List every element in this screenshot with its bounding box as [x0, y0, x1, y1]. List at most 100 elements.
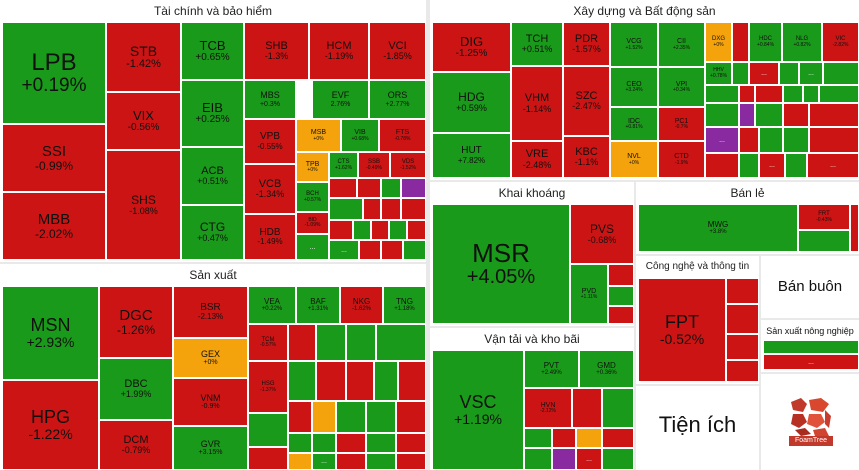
- small-stock-tile[interactable]: [726, 304, 759, 334]
- small-stock-tile[interactable]: [705, 85, 739, 103]
- small-stock-tile[interactable]: [336, 433, 366, 453]
- tile-vhm[interactable]: VHM -1.14%: [511, 66, 563, 141]
- tile-mbs[interactable]: MBS +0.3%: [244, 80, 296, 119]
- small-stock-tile[interactable]: [403, 240, 426, 260]
- small-stock-tile[interactable]: [552, 428, 576, 448]
- tile-ctd[interactable]: CTD -1.9%: [658, 141, 705, 178]
- small-stock-tile[interactable]: [739, 127, 759, 153]
- tile-frt[interactable]: FRT -0.43%: [798, 204, 850, 230]
- small-stock-tile[interactable]: [329, 220, 353, 240]
- tile-nvl[interactable]: NVL +0%: [610, 141, 658, 178]
- small-stock-tile[interactable]: [726, 360, 759, 382]
- small-stock-tile[interactable]: [572, 388, 602, 428]
- small-stock-tile[interactable]: [381, 198, 401, 220]
- tile-bsr[interactable]: BSR -2.13%: [173, 286, 248, 338]
- tile-dxg[interactable]: DXG +0%: [705, 22, 732, 62]
- small-stock-tile[interactable]: [359, 240, 381, 260]
- tile-hhv[interactable]: HHV +0.78%: [705, 62, 732, 85]
- tile-nkg[interactable]: NKG -1.62%: [340, 286, 383, 324]
- tile-ssb[interactable]: SSB -0.49%: [358, 152, 390, 178]
- small-stock-tile[interactable]: [316, 361, 346, 401]
- small-stock-tile[interactable]: [608, 306, 634, 324]
- tile-vpb[interactable]: VPB -0.55%: [244, 119, 296, 164]
- small-stock-tile[interactable]: [823, 62, 859, 85]
- small-stock-tile[interactable]: [576, 428, 602, 448]
- small-stock-tile[interactable]: [783, 127, 809, 153]
- tile-pvt[interactable]: PVT +2.49%: [524, 350, 579, 388]
- tile-cii[interactable]: CII +2.35%: [658, 22, 705, 67]
- small-stock-tile[interactable]: [401, 198, 426, 220]
- small-stock-tile[interactable]: [809, 127, 859, 153]
- small-stock-tile[interactable]: [288, 401, 312, 433]
- small-stock-tile[interactable]: ...: [296, 234, 329, 260]
- small-stock-tile[interactable]: [783, 85, 803, 103]
- small-stock-tile[interactable]: [726, 334, 759, 360]
- small-stock-tile[interactable]: [809, 103, 859, 127]
- tile-fpt[interactable]: FPT -0.52%: [638, 278, 726, 382]
- small-stock-tile[interactable]: ...: [576, 448, 602, 470]
- small-stock-tile[interactable]: [732, 62, 749, 85]
- tile-dbc[interactable]: DBC +1.99%: [99, 358, 173, 420]
- small-stock-tile[interactable]: [705, 103, 739, 127]
- tile-kbc[interactable]: KBC -1.1%: [563, 136, 610, 178]
- tile-vre[interactable]: VRE -2.48%: [511, 141, 563, 178]
- tile-vsc[interactable]: VSC +1.19%: [432, 350, 524, 470]
- small-stock-tile[interactable]: ...: [329, 240, 359, 260]
- small-stock-tile[interactable]: [763, 340, 859, 354]
- small-stock-tile[interactable]: ...: [749, 62, 779, 85]
- tile-vic[interactable]: VIC -2.82%: [822, 22, 859, 62]
- small-stock-tile[interactable]: [396, 401, 426, 433]
- small-stock-tile[interactable]: [739, 103, 755, 127]
- tile-hut[interactable]: HUT +7.82%: [432, 133, 511, 178]
- small-stock-tile[interactable]: [739, 85, 755, 103]
- small-stock-tile[interactable]: [759, 127, 783, 153]
- tile-gex[interactable]: GEX +0%: [173, 338, 248, 378]
- small-stock-tile[interactable]: [336, 453, 366, 470]
- tile-vcg[interactable]: VCG +1.52%: [610, 22, 658, 67]
- small-stock-tile[interactable]: [401, 178, 426, 198]
- small-stock-tile[interactable]: [374, 361, 398, 401]
- tile-tcm[interactable]: TCM -0.57%: [248, 324, 288, 361]
- tile-stb[interactable]: STB -1.42%: [106, 22, 181, 92]
- small-stock-tile[interactable]: [288, 433, 312, 453]
- tile-bch[interactable]: BCH +0.57%: [296, 182, 329, 212]
- small-stock-tile[interactable]: [608, 286, 634, 306]
- tile-hcm[interactable]: HCM -1.19%: [309, 22, 369, 80]
- small-stock-tile[interactable]: [366, 433, 396, 453]
- tile-vcb[interactable]: VCB -1.34%: [244, 164, 296, 214]
- small-stock-tile[interactable]: ...: [763, 354, 859, 370]
- tile-ctg[interactable]: CTG +0.47%: [181, 205, 244, 260]
- tile-vix[interactable]: VIX -0.56%: [106, 92, 181, 150]
- small-stock-tile[interactable]: [396, 453, 426, 470]
- small-stock-tile[interactable]: [346, 361, 374, 401]
- small-stock-tile[interactable]: [407, 220, 426, 240]
- tile-vpi[interactable]: VPI +0.34%: [658, 67, 705, 107]
- small-stock-tile[interactable]: [798, 230, 850, 252]
- small-stock-tile[interactable]: [346, 324, 376, 361]
- tile-vci[interactable]: VCI -1.85%: [369, 22, 426, 80]
- tile-msn[interactable]: MSN +2.93%: [2, 286, 99, 380]
- small-stock-tile[interactable]: [602, 428, 634, 448]
- small-stock-tile[interactable]: [785, 153, 807, 178]
- small-stock-tile[interactable]: [602, 388, 634, 428]
- tile-fts[interactable]: FTS -0.78%: [379, 119, 426, 152]
- small-stock-tile[interactable]: [353, 220, 371, 240]
- tile-cts[interactable]: CTS +1.62%: [329, 152, 358, 178]
- small-stock-tile[interactable]: [363, 198, 381, 220]
- small-stock-tile[interactable]: [396, 433, 426, 453]
- tile-pvd[interactable]: PVD +1.11%: [570, 264, 608, 324]
- tile-szc[interactable]: SZC -2.47%: [563, 66, 610, 136]
- small-stock-tile[interactable]: [398, 361, 426, 401]
- small-stock-tile[interactable]: [608, 264, 634, 286]
- small-stock-tile[interactable]: [389, 220, 407, 240]
- small-stock-tile[interactable]: [288, 324, 316, 361]
- small-stock-tile[interactable]: [783, 103, 809, 127]
- small-stock-tile[interactable]: [602, 448, 634, 470]
- small-stock-tile[interactable]: [381, 178, 401, 198]
- tile-tch[interactable]: TCH +0.51%: [511, 22, 563, 66]
- tile-vea[interactable]: VEA +0.22%: [248, 286, 296, 324]
- tile-tng[interactable]: TNG +1.18%: [383, 286, 426, 324]
- tile-tcb[interactable]: TCB +0.65%: [181, 22, 244, 80]
- small-stock-tile[interactable]: ...: [799, 62, 823, 85]
- small-stock-tile[interactable]: [329, 178, 357, 198]
